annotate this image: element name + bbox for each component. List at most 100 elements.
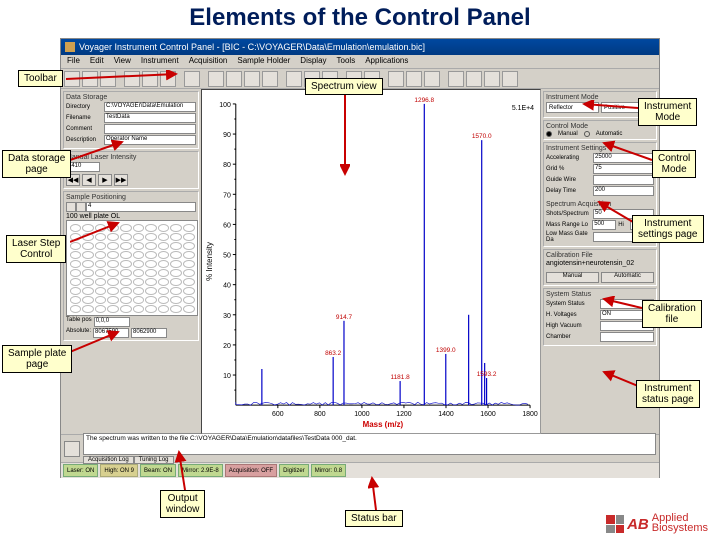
plate-nav-left[interactable] — [66, 202, 76, 212]
well-62[interactable] — [95, 278, 107, 286]
toolbar-btn-6-2[interactable] — [424, 71, 440, 87]
well-1[interactable] — [82, 224, 94, 232]
well-76[interactable] — [145, 287, 157, 295]
delay-input[interactable]: 200 — [593, 186, 654, 196]
toolbar-btn-0-0[interactable] — [64, 71, 80, 87]
well-80[interactable] — [70, 296, 82, 304]
guide-input[interactable] — [593, 175, 654, 185]
well-29[interactable] — [183, 242, 195, 250]
toolbar-btn-1-1[interactable] — [142, 71, 158, 87]
toolbar-btn-3-2[interactable] — [244, 71, 260, 87]
cal-auto-btn[interactable]: Automatic — [601, 272, 654, 283]
well-71[interactable] — [82, 287, 94, 295]
well-42[interactable] — [95, 260, 107, 268]
well-54[interactable] — [120, 269, 132, 277]
well-87[interactable] — [158, 296, 170, 304]
laser-ffwd-button[interactable]: ▶▶ — [114, 174, 128, 186]
well-74[interactable] — [120, 287, 132, 295]
toolbar-btn-3-3[interactable] — [262, 71, 278, 87]
well-88[interactable] — [170, 296, 182, 304]
well-17[interactable] — [158, 233, 170, 241]
menu-acquisition[interactable]: Acquisition — [189, 56, 228, 67]
well-58[interactable] — [170, 269, 182, 277]
plate-nav-right[interactable] — [76, 202, 86, 212]
well-37[interactable] — [158, 251, 170, 259]
well-81[interactable] — [82, 296, 94, 304]
well-40[interactable] — [70, 260, 82, 268]
well-95[interactable] — [133, 305, 145, 313]
mass-lo-input[interactable]: 500 — [592, 220, 616, 230]
grid-input[interactable]: 75 — [593, 164, 654, 174]
well-65[interactable] — [133, 278, 145, 286]
file-input[interactable]: TestData — [104, 113, 196, 123]
output-tab-1[interactable]: Tuning Log — [134, 456, 174, 464]
toolbar-btn-6-1[interactable] — [406, 71, 422, 87]
well-70[interactable] — [70, 287, 82, 295]
menu-file[interactable]: File — [67, 56, 80, 67]
well-10[interactable] — [70, 233, 82, 241]
plate-grid[interactable] — [66, 220, 198, 316]
abs-val1[interactable]: 8067590 — [93, 328, 129, 338]
well-49[interactable] — [183, 260, 195, 268]
well-35[interactable] — [133, 251, 145, 259]
well-4[interactable] — [120, 224, 132, 232]
cal-manual-btn[interactable]: Manual — [546, 272, 599, 283]
menu-applications[interactable]: Applications — [365, 56, 408, 67]
well-27[interactable] — [158, 242, 170, 250]
well-67[interactable] — [158, 278, 170, 286]
well-11[interactable] — [82, 233, 94, 241]
well-13[interactable] — [107, 233, 119, 241]
laser-back-button[interactable]: ◀ — [82, 174, 96, 186]
menu-sample holder[interactable]: Sample Holder — [237, 56, 290, 67]
toolbar-btn-0-1[interactable] — [82, 71, 98, 87]
laser-fwd-button[interactable]: ▶ — [98, 174, 112, 186]
toolbar-btn-7-0[interactable] — [448, 71, 464, 87]
well-75[interactable] — [133, 287, 145, 295]
radio-manual[interactable] — [546, 131, 552, 137]
well-38[interactable] — [170, 251, 182, 259]
radio-auto[interactable] — [584, 131, 590, 137]
well-16[interactable] — [145, 233, 157, 241]
well-52[interactable] — [95, 269, 107, 277]
well-90[interactable] — [70, 305, 82, 313]
well-30[interactable] — [70, 251, 82, 259]
well-6[interactable] — [145, 224, 157, 232]
well-24[interactable] — [120, 242, 132, 250]
well-7[interactable] — [158, 224, 170, 232]
well-84[interactable] — [120, 296, 132, 304]
output-tab-0[interactable]: Acquisition Log — [83, 456, 134, 464]
menubar[interactable]: FileEditViewInstrumentAcquisitionSample … — [61, 55, 659, 69]
menu-view[interactable]: View — [114, 56, 131, 67]
well-57[interactable] — [158, 269, 170, 277]
well-83[interactable] — [107, 296, 119, 304]
well-45[interactable] — [133, 260, 145, 268]
toolbar-btn-4-0[interactable] — [286, 71, 302, 87]
menu-edit[interactable]: Edit — [90, 56, 104, 67]
toolbar-btn-7-3[interactable] — [502, 71, 518, 87]
tablepos-val[interactable]: 0,0,0 — [94, 317, 130, 327]
well-46[interactable] — [145, 260, 157, 268]
well-55[interactable] — [133, 269, 145, 277]
well-86[interactable] — [145, 296, 157, 304]
menu-display[interactable]: Display — [300, 56, 326, 67]
well-8[interactable] — [170, 224, 182, 232]
well-72[interactable] — [95, 287, 107, 295]
well-66[interactable] — [145, 278, 157, 286]
well-51[interactable] — [82, 269, 94, 277]
well-60[interactable] — [70, 278, 82, 286]
toolbar-btn-7-1[interactable] — [466, 71, 482, 87]
well-28[interactable] — [170, 242, 182, 250]
toolbar-btn-3-0[interactable] — [208, 71, 224, 87]
well-53[interactable] — [107, 269, 119, 277]
toolbar-btn-1-2[interactable] — [160, 71, 176, 87]
well-98[interactable] — [170, 305, 182, 313]
well-85[interactable] — [133, 296, 145, 304]
well-5[interactable] — [133, 224, 145, 232]
well-23[interactable] — [107, 242, 119, 250]
well-36[interactable] — [145, 251, 157, 259]
toolbar-btn-6-0[interactable] — [388, 71, 404, 87]
well-59[interactable] — [183, 269, 195, 277]
well-26[interactable] — [145, 242, 157, 250]
well-19[interactable] — [183, 233, 195, 241]
well-92[interactable] — [95, 305, 107, 313]
